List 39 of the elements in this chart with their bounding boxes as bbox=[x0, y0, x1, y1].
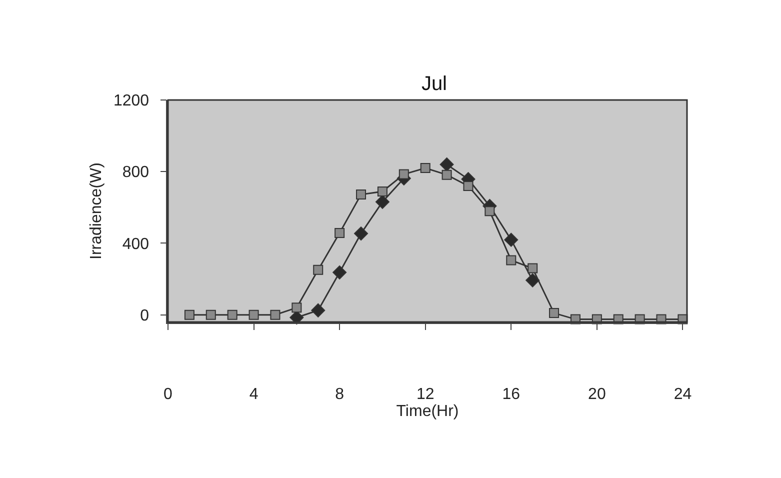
point bbox=[227, 310, 238, 320]
x-tick-label: 16 bbox=[502, 386, 520, 403]
x-tick-label: 20 bbox=[588, 386, 606, 403]
point bbox=[248, 310, 259, 320]
y-tick-label: 1200 bbox=[113, 92, 150, 110]
chart-title: Jul bbox=[421, 73, 448, 96]
y-tick-label: 800 bbox=[122, 164, 150, 182]
point bbox=[484, 206, 495, 216]
point bbox=[184, 310, 194, 320]
point bbox=[504, 232, 518, 247]
point bbox=[375, 194, 390, 209]
y-tick-label: 400 bbox=[122, 236, 150, 253]
y-tick-label: 0 bbox=[140, 307, 150, 324]
point bbox=[528, 263, 538, 274]
point bbox=[292, 302, 302, 313]
point bbox=[398, 169, 409, 180]
x-tick-label: 4 bbox=[249, 386, 258, 403]
point bbox=[440, 157, 454, 172]
point bbox=[549, 308, 560, 318]
x-tick-label: 12 bbox=[416, 386, 434, 403]
point bbox=[354, 226, 368, 241]
point bbox=[442, 170, 452, 180]
x-tick-label: 0 bbox=[164, 386, 173, 403]
y-axis-title: Irradience(W) bbox=[88, 162, 105, 260]
point bbox=[311, 303, 326, 318]
point bbox=[270, 310, 280, 320]
x-tick-label: 8 bbox=[335, 386, 344, 403]
point bbox=[313, 264, 324, 275]
point bbox=[463, 180, 474, 191]
point bbox=[377, 186, 388, 196]
point bbox=[356, 190, 366, 200]
x-tick-label: 24 bbox=[674, 386, 692, 403]
point bbox=[332, 265, 347, 280]
point bbox=[506, 255, 516, 266]
point bbox=[206, 310, 216, 320]
x-axis-title: Time(Hr) bbox=[396, 402, 459, 420]
point bbox=[526, 273, 540, 288]
point bbox=[334, 228, 345, 238]
point bbox=[420, 163, 430, 174]
